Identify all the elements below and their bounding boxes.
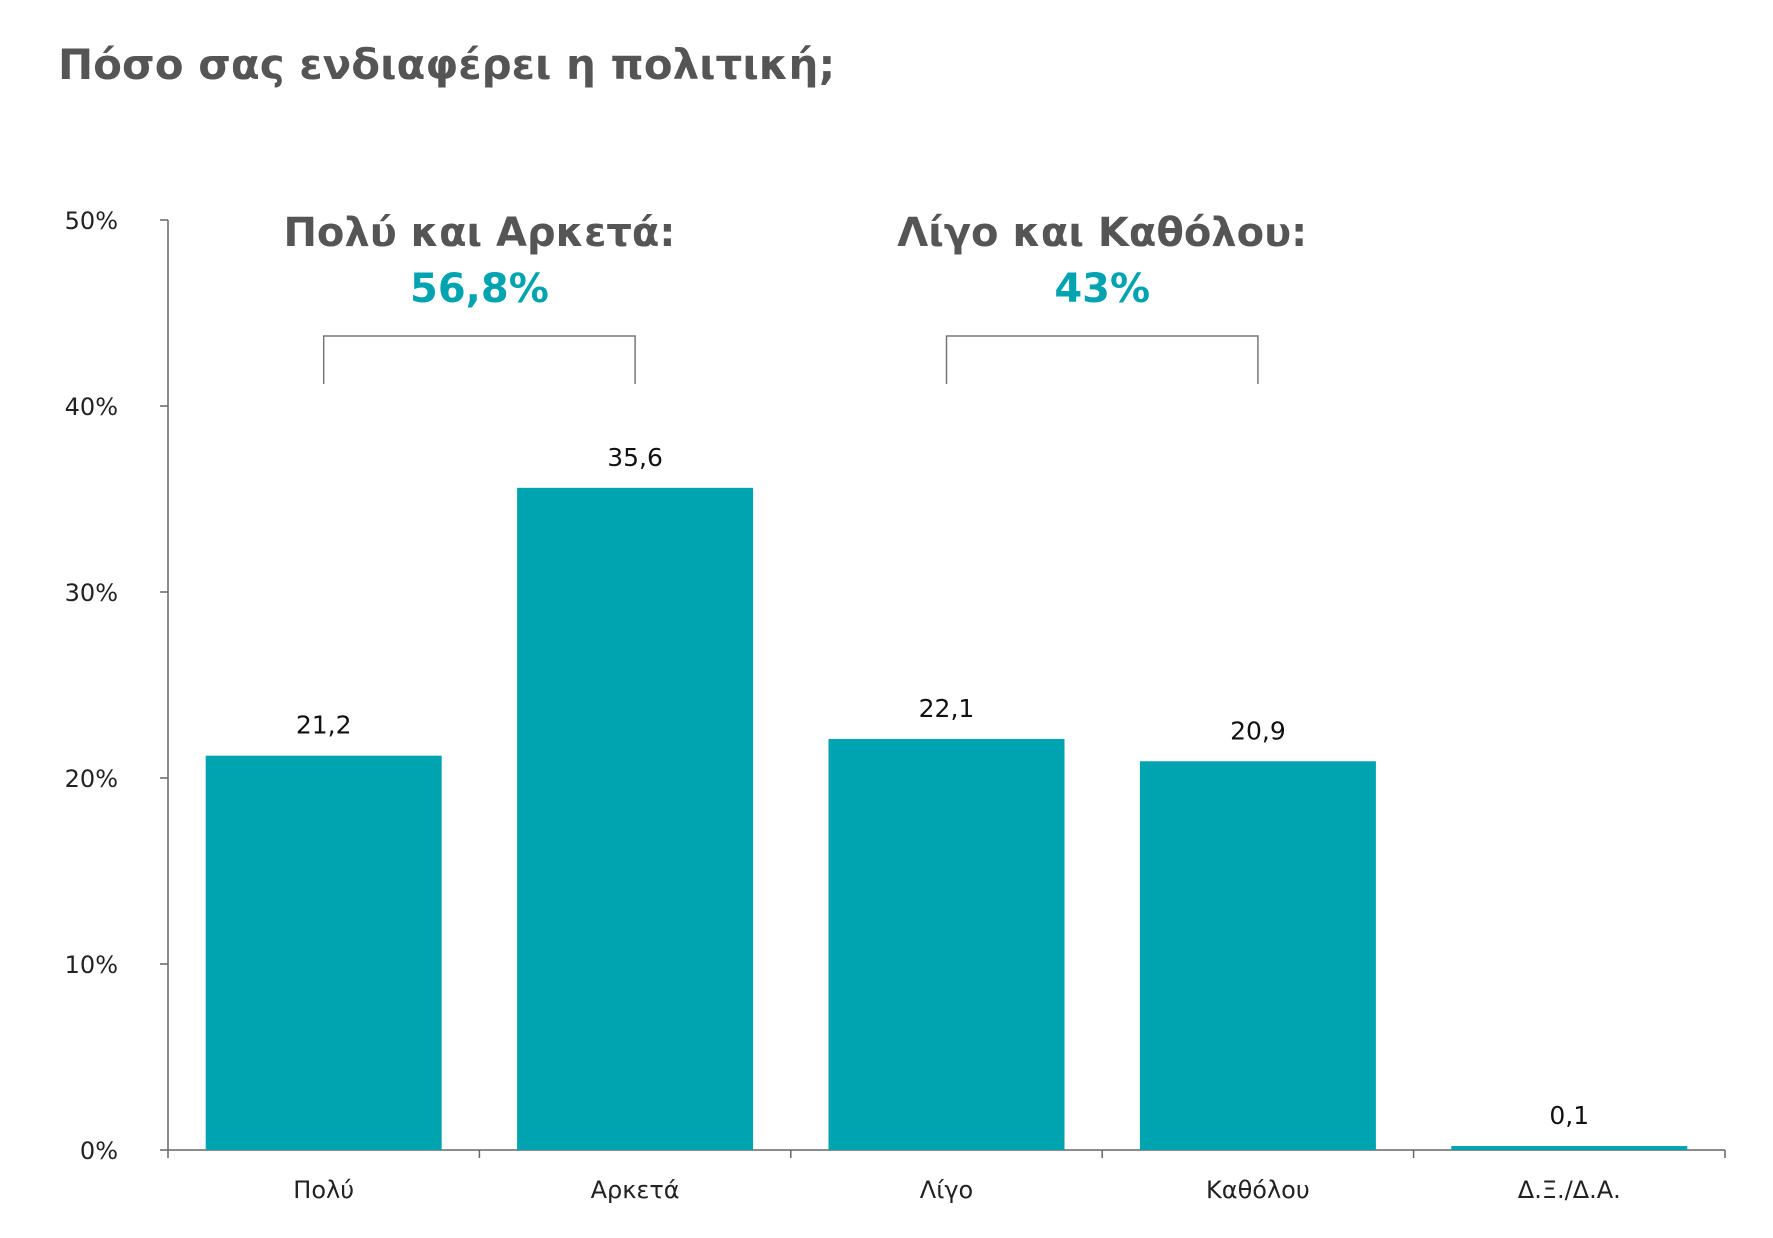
group-value: 43% <box>1054 266 1150 312</box>
bar-value-label: 21,2 <box>296 711 352 740</box>
bar <box>205 755 442 1150</box>
y-tick-label: 50% <box>65 207 118 235</box>
group-label: Πολύ και Αρκετά: <box>283 210 675 256</box>
y-tick-label: 10% <box>65 951 118 979</box>
group-bracket <box>322 335 636 384</box>
category-label: Δ.Ξ./Δ.Α. <box>1518 1176 1621 1204</box>
y-tick-label: 0% <box>80 1137 118 1165</box>
bar <box>517 487 754 1151</box>
bar-value-label: 20,9 <box>1230 716 1286 745</box>
bar-value-label: 22,1 <box>919 694 975 723</box>
bar-value-label: 0,1 <box>1549 1101 1589 1130</box>
chart-title: Πόσο σας ενδιαφέρει η πολιτική; <box>58 40 836 89</box>
bar <box>828 738 1065 1150</box>
y-tick-label: 20% <box>65 765 118 793</box>
category-label: Πολύ <box>293 1176 354 1204</box>
chart-bars <box>205 487 1688 1151</box>
chart-annotations: Πολύ και Αρκετά: 56,8% Λίγο και Καθόλου: 43… <box>283 210 1307 384</box>
category-label: Καθόλου <box>1206 1176 1310 1204</box>
y-tick-label: 30% <box>65 579 118 607</box>
chart-labels: 21,2 Πολύ 35,6 Αρκετά 22,1 Λίγο 20,9 Καθόλου 0,1… <box>293 443 1621 1204</box>
bar-value-label: 35,6 <box>607 443 663 472</box>
group-label: Λίγο και Καθόλου: <box>897 210 1307 256</box>
bar <box>1451 1146 1688 1150</box>
y-tick-label: 40% <box>65 393 118 421</box>
bar <box>1139 761 1376 1150</box>
group-bracket <box>945 335 1259 384</box>
group-value: 56,8% <box>410 266 549 312</box>
category-label: Λίγο <box>920 1176 973 1204</box>
category-label: Αρκετά <box>591 1176 680 1204</box>
